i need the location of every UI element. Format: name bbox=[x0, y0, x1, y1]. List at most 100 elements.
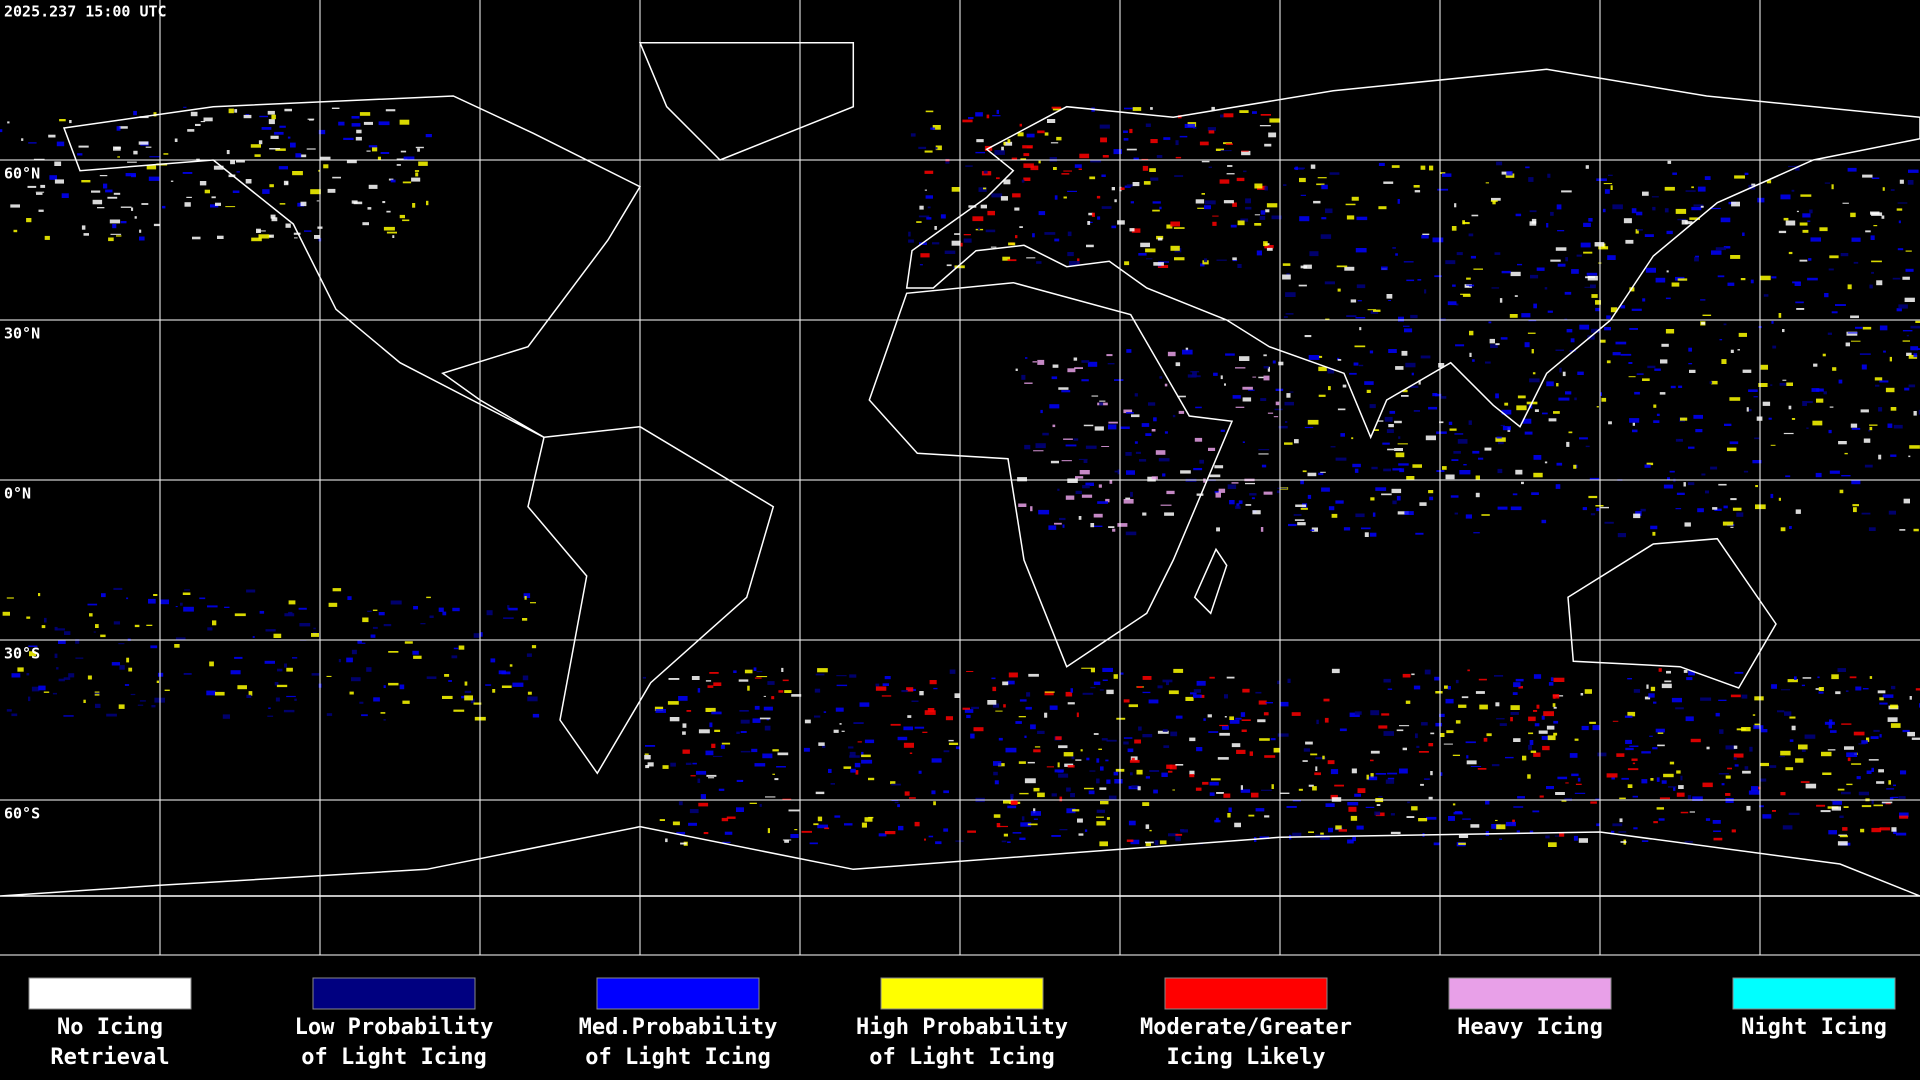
icing-patch bbox=[1428, 490, 1434, 494]
icing-patch bbox=[284, 108, 292, 112]
icing-patch bbox=[1319, 355, 1323, 358]
icing-patch bbox=[815, 791, 825, 795]
icing-patch bbox=[293, 232, 301, 235]
icing-patch bbox=[1891, 827, 1897, 832]
icing-patch bbox=[1673, 787, 1676, 791]
icing-patch bbox=[1190, 692, 1197, 695]
icing-patch bbox=[672, 821, 680, 826]
icing-patch bbox=[1372, 512, 1376, 517]
icing-patch bbox=[1839, 489, 1844, 494]
icing-patch bbox=[1349, 712, 1360, 717]
icing-patch bbox=[1044, 691, 1055, 693]
icing-patch bbox=[1853, 261, 1859, 264]
icing-patch bbox=[1432, 393, 1438, 397]
icing-patch bbox=[1337, 359, 1342, 361]
icing-patch bbox=[1308, 784, 1314, 787]
icing-patch bbox=[43, 691, 50, 693]
icing-patch bbox=[991, 677, 996, 680]
icing-patch bbox=[225, 206, 236, 208]
icing-patch bbox=[1236, 503, 1240, 508]
icing-patch bbox=[978, 187, 987, 192]
icing-patch bbox=[1545, 835, 1550, 839]
icing-patch bbox=[919, 691, 924, 696]
icing-patch bbox=[1139, 459, 1147, 462]
icing-patch bbox=[1457, 439, 1468, 444]
icing-patch bbox=[1555, 792, 1565, 795]
icing-patch bbox=[1692, 796, 1703, 801]
icing-patch bbox=[1134, 441, 1138, 444]
icing-patch bbox=[175, 637, 186, 641]
icing-patch bbox=[1128, 704, 1138, 708]
icing-patch bbox=[713, 755, 723, 757]
icing-patch bbox=[1544, 461, 1548, 464]
icing-patch bbox=[232, 190, 240, 193]
icing-patch bbox=[313, 627, 316, 630]
icing-patch bbox=[1897, 202, 1908, 204]
icing-patch bbox=[1466, 277, 1471, 280]
icing-patch bbox=[1845, 342, 1850, 347]
icing-patch bbox=[1087, 361, 1098, 367]
icing-patch bbox=[1664, 680, 1672, 683]
icing-patch bbox=[1557, 263, 1566, 267]
icing-patch bbox=[1138, 253, 1147, 256]
icing-patch bbox=[1051, 376, 1058, 380]
icing-patch bbox=[1661, 780, 1667, 784]
icing-patch bbox=[1083, 424, 1094, 427]
icing-patch bbox=[182, 172, 193, 174]
icing-patch bbox=[1051, 835, 1061, 837]
icing-patch bbox=[1100, 137, 1107, 143]
icing-patch bbox=[1012, 193, 1021, 198]
icing-patch bbox=[1547, 173, 1551, 178]
icing-patch bbox=[1664, 208, 1669, 213]
icing-patch bbox=[1074, 367, 1083, 369]
icing-patch bbox=[1278, 425, 1288, 429]
icing-patch bbox=[1515, 469, 1523, 475]
icing-patch bbox=[1832, 367, 1837, 371]
icing-patch bbox=[1067, 252, 1074, 257]
icing-patch bbox=[1688, 670, 1695, 676]
icing-patch bbox=[1559, 367, 1562, 373]
icing-patch bbox=[1111, 225, 1117, 229]
icing-patch bbox=[1312, 786, 1317, 791]
icing-patch bbox=[402, 181, 412, 184]
icing-patch bbox=[1579, 437, 1588, 440]
icing-patch bbox=[1078, 516, 1082, 520]
icing-patch bbox=[1906, 334, 1909, 337]
icing-patch bbox=[1824, 721, 1835, 725]
icing-patch bbox=[1260, 527, 1264, 532]
icing-patch bbox=[1269, 118, 1280, 123]
icing-patch bbox=[1061, 173, 1070, 175]
legend-label: of Light Icing bbox=[585, 1045, 770, 1070]
coastline bbox=[527, 425, 775, 775]
icing-patch bbox=[1623, 218, 1632, 224]
icing-patch bbox=[1841, 791, 1851, 795]
icing-patch bbox=[1318, 366, 1327, 372]
icing-patch bbox=[1149, 829, 1152, 832]
icing-patch bbox=[103, 183, 108, 189]
icing-patch bbox=[286, 695, 296, 698]
icing-patch bbox=[1096, 778, 1100, 784]
icing-patch bbox=[1184, 123, 1196, 128]
icing-patch bbox=[1215, 492, 1221, 498]
icing-patch bbox=[1237, 220, 1245, 226]
icing-patch bbox=[1828, 724, 1832, 729]
icing-patch bbox=[1902, 729, 1910, 733]
icing-patch bbox=[1811, 388, 1820, 392]
icing-patch bbox=[1063, 170, 1072, 172]
icing-patch bbox=[1033, 818, 1038, 820]
icing-patch bbox=[1473, 268, 1483, 270]
icing-patch bbox=[1529, 378, 1540, 383]
icing-patch bbox=[1142, 165, 1149, 171]
icing-patch bbox=[114, 147, 121, 149]
icing-patch bbox=[659, 819, 665, 821]
icing-patch bbox=[402, 700, 410, 704]
icing-patch bbox=[1263, 354, 1267, 357]
icing-patch bbox=[1248, 389, 1255, 391]
icing-patch bbox=[1528, 177, 1534, 182]
icing-patch bbox=[1057, 488, 1060, 491]
icing-patch bbox=[54, 626, 58, 631]
icing-patch bbox=[1876, 280, 1883, 286]
icing-patch bbox=[1355, 513, 1365, 518]
icing-patch bbox=[1581, 725, 1589, 731]
icing-patch bbox=[285, 182, 289, 185]
